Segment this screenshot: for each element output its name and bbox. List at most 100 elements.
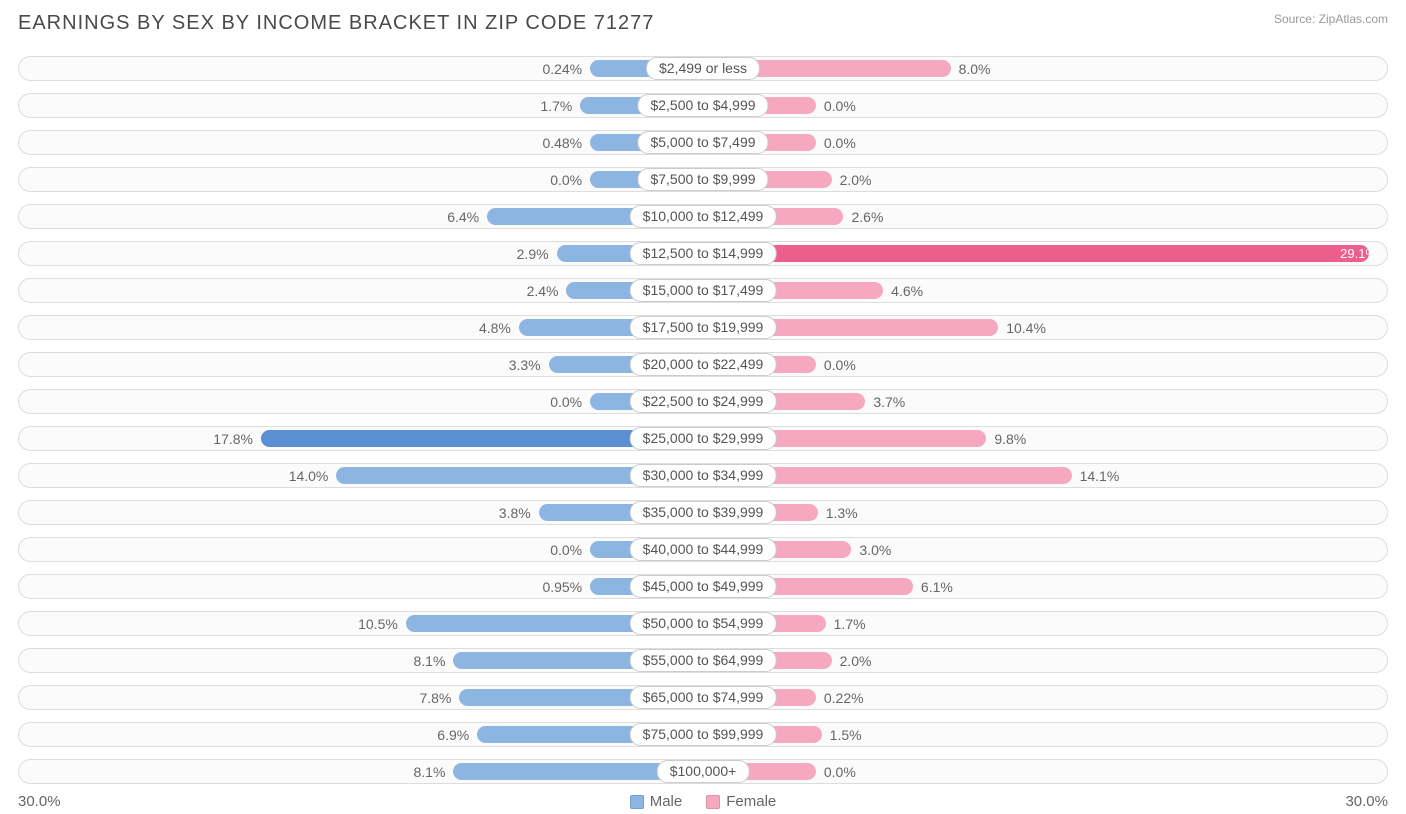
male-pct-label: 1.7% [540, 98, 572, 114]
female-half: 9.8% [703, 427, 1387, 450]
bracket-label: $12,500 to $14,999 [630, 242, 777, 265]
axis-right-max-label: 30.0% [1345, 793, 1388, 810]
chart-row: 10.5%1.7%$50,000 to $54,999 [18, 608, 1388, 639]
bracket-label: $35,000 to $39,999 [630, 501, 777, 524]
bracket-label: $65,000 to $74,999 [630, 686, 777, 709]
chart-row: 0.0%3.7%$22,500 to $24,999 [18, 386, 1388, 417]
female-bar [703, 245, 1369, 262]
male-pct-label: 8.1% [414, 764, 446, 780]
bracket-label: $10,000 to $12,499 [630, 205, 777, 228]
female-half: 2.0% [703, 168, 1387, 191]
female-half: 1.3% [703, 501, 1387, 524]
male-half: 8.1% [19, 760, 703, 783]
female-pct-label: 14.1% [1080, 468, 1120, 484]
chart-row: 2.9%29.1%$12,500 to $14,999 [18, 238, 1388, 269]
female-half: 6.1% [703, 575, 1387, 598]
male-half: 8.1% [19, 649, 703, 672]
legend-item-female: Female [706, 793, 776, 810]
row-track: 6.9% 1.5% $75,000 to $99,999 [18, 722, 1388, 747]
female-half: 4.6% [703, 279, 1387, 302]
bracket-label: $100,000+ [657, 760, 750, 783]
bracket-label: $55,000 to $64,999 [630, 649, 777, 672]
female-half: 1.7% [703, 612, 1387, 635]
row-track: 3.8% 1.3% $35,000 to $39,999 [18, 500, 1388, 525]
bracket-label: $75,000 to $99,999 [630, 723, 777, 746]
female-half: 0.22% [703, 686, 1387, 709]
male-pct-label: 6.9% [437, 727, 469, 743]
male-half: 10.5% [19, 612, 703, 635]
chart-row: 6.4% 2.6% $10,000 to $12,499 [18, 201, 1388, 232]
row-track: 14.0%14.1%$30,000 to $34,999 [18, 463, 1388, 488]
male-pct-label: 0.0% [550, 542, 582, 558]
male-half: 0.0% [19, 538, 703, 561]
chart-row: 1.7%0.0%$2,500 to $4,999 [18, 90, 1388, 121]
chart-row: 0.24% 8.0%$2,499 or less [18, 53, 1388, 84]
chart-footer: 30.0% Male Female 30.0% [18, 793, 1388, 810]
chart-row: 3.3%0.0%$20,000 to $22,499 [18, 349, 1388, 380]
chart-row: 4.8%10.4%$17,500 to $19,999 [18, 312, 1388, 343]
bracket-label: $15,000 to $17,499 [630, 279, 777, 302]
male-pct-label: 14.0% [289, 468, 329, 484]
male-pct-label: 2.9% [517, 246, 549, 262]
bracket-label: $7,500 to $9,999 [637, 168, 768, 191]
male-half: 3.8% [19, 501, 703, 524]
male-pct-label: 3.8% [499, 505, 531, 521]
chart-row: 0.48%0.0%$5,000 to $7,499 [18, 127, 1388, 158]
female-half: 0.0% [703, 760, 1387, 783]
row-track: 0.0%3.7%$22,500 to $24,999 [18, 389, 1388, 414]
female-pct-label: 2.0% [840, 172, 872, 188]
row-track: 6.4% 2.6% $10,000 to $12,499 [18, 204, 1388, 229]
female-pct-label: 10.4% [1006, 320, 1046, 336]
male-pct-label: 0.0% [550, 172, 582, 188]
chart-row: 0.0% 2.0% $7,500 to $9,999 [18, 164, 1388, 195]
male-pct-label: 0.0% [550, 394, 582, 410]
row-track: 0.0% 3.0%$40,000 to $44,999 [18, 537, 1388, 562]
male-pct-label: 8.1% [414, 653, 446, 669]
female-pct-label: 0.22% [824, 690, 864, 706]
bracket-label: $25,000 to $29,999 [630, 427, 777, 450]
row-track: 3.3%0.0%$20,000 to $22,499 [18, 352, 1388, 377]
female-pct-label: 0.0% [824, 135, 856, 151]
male-pct-label: 2.4% [527, 283, 559, 299]
male-half: 0.0% [19, 168, 703, 191]
female-pct-label: 6.1% [921, 579, 953, 595]
male-half: 6.4% [19, 205, 703, 228]
female-pct-label: 4.6% [891, 283, 923, 299]
female-pct-label: 1.5% [830, 727, 862, 743]
bracket-label: $2,499 or less [646, 57, 760, 80]
female-half: 2.6% [703, 205, 1387, 228]
female-pct-label: 2.6% [851, 209, 883, 225]
male-half: 0.0% [19, 390, 703, 413]
legend-item-male: Male [630, 793, 683, 810]
female-pct-label: 1.3% [826, 505, 858, 521]
male-half: 17.8% [19, 427, 703, 450]
female-half: 10.4% [703, 316, 1387, 339]
row-track: 8.1% 0.0%$100,000+ [18, 759, 1388, 784]
row-track: 7.8% 0.22% $65,000 to $74,999 [18, 685, 1388, 710]
male-half: 0.95% [19, 575, 703, 598]
attribution-text: Source: ZipAtlas.com [1274, 12, 1388, 26]
bracket-label: $22,500 to $24,999 [630, 390, 777, 413]
female-pct-label: 2.0% [840, 653, 872, 669]
bracket-label: $40,000 to $44,999 [630, 538, 777, 561]
bracket-label: $2,500 to $4,999 [637, 94, 768, 117]
female-half: 14.1% [703, 464, 1387, 487]
female-half: 8.0% [703, 57, 1387, 80]
female-pct-label: 1.7% [834, 616, 866, 632]
female-half: 2.0% [703, 649, 1387, 672]
chart-title: EARNINGS BY SEX BY INCOME BRACKET IN ZIP… [18, 12, 1388, 35]
chart-row: 0.95%6.1%$45,000 to $49,999 [18, 571, 1388, 602]
row-track: 1.7%0.0%$2,500 to $4,999 [18, 93, 1388, 118]
chart-row: 7.8% 0.22% $65,000 to $74,999 [18, 682, 1388, 713]
chart-row: 14.0%14.1%$30,000 to $34,999 [18, 460, 1388, 491]
male-pct-label: 7.8% [419, 690, 451, 706]
chart-row: 2.4% 4.6% $15,000 to $17,499 [18, 275, 1388, 306]
bracket-label: $20,000 to $22,499 [630, 353, 777, 376]
legend-label-female: Female [726, 793, 776, 810]
row-track: 8.1% 2.0% $55,000 to $64,999 [18, 648, 1388, 673]
row-track: 0.48%0.0%$5,000 to $7,499 [18, 130, 1388, 155]
bracket-label: $17,500 to $19,999 [630, 316, 777, 339]
female-half: 3.0% [703, 538, 1387, 561]
male-pct-label: 0.24% [542, 61, 582, 77]
row-track: 0.0% 2.0% $7,500 to $9,999 [18, 167, 1388, 192]
